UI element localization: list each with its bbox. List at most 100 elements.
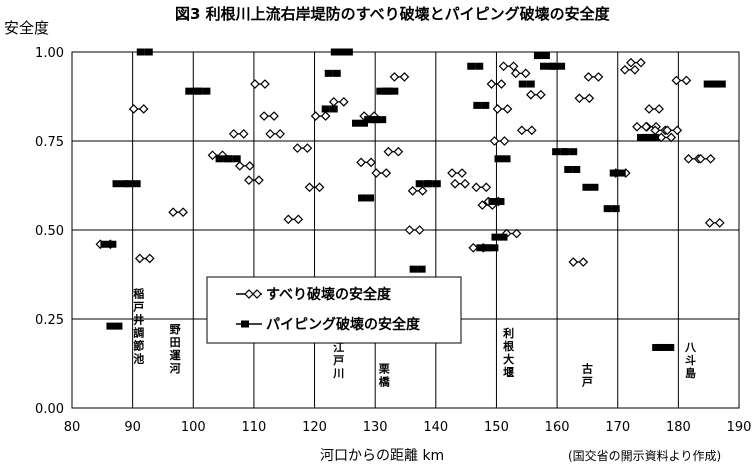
diamond-marker <box>393 146 404 157</box>
y-tick-label: 0.75 <box>35 135 64 150</box>
annotation-char: 栗 <box>379 362 390 375</box>
data-point <box>568 257 589 267</box>
data-point <box>424 180 441 188</box>
square-marker <box>136 48 145 56</box>
data-point <box>626 57 646 68</box>
data-point <box>382 87 399 95</box>
x-tick-label: 180 <box>666 420 691 435</box>
x-tick-label: 170 <box>605 420 630 435</box>
square-marker <box>564 165 573 173</box>
legend-item: パイピング破壊の安全度 <box>236 316 421 333</box>
annotation-char: 橋 <box>379 374 391 388</box>
diamond-marker <box>381 168 392 178</box>
diamond-marker <box>293 214 304 225</box>
location-annotation: 江戸川 <box>332 340 344 380</box>
source-note: (国交省の開示資料より作成) <box>568 448 721 463</box>
diamond-marker <box>630 64 640 75</box>
square-marker <box>364 116 373 124</box>
diamond-marker <box>574 93 585 104</box>
data-point <box>228 129 249 139</box>
diamond-marker <box>502 104 513 114</box>
square-marker <box>390 87 399 95</box>
y-tick-label: 0.25 <box>35 313 64 328</box>
square-marker <box>651 133 660 141</box>
diamond-marker <box>477 200 488 210</box>
square-marker <box>488 198 497 206</box>
square-marker <box>329 105 338 113</box>
square-marker <box>120 180 129 188</box>
square-marker <box>552 148 561 156</box>
diamond-marker <box>244 161 255 171</box>
data-point <box>168 207 188 218</box>
diamond-marker <box>356 157 366 168</box>
data-point <box>389 72 410 82</box>
diamond-marker <box>414 225 425 235</box>
y-tick-label: 1.00 <box>35 46 64 61</box>
diamond-marker <box>283 214 294 225</box>
diamond-marker <box>498 61 509 72</box>
square-marker <box>569 148 578 156</box>
data-point <box>498 61 519 72</box>
data-point <box>518 80 535 88</box>
diamond-marker <box>450 178 460 189</box>
data-point <box>516 125 537 136</box>
diamond-marker <box>269 111 279 121</box>
data-point <box>620 64 640 75</box>
square-marker <box>518 80 527 88</box>
square-marker <box>417 265 426 273</box>
square-marker <box>185 87 194 95</box>
square-marker <box>703 80 712 88</box>
data-point <box>709 80 726 88</box>
diamond-marker <box>508 61 519 72</box>
data-point <box>561 148 578 156</box>
square-marker <box>526 80 535 88</box>
square-marker <box>617 169 626 177</box>
diamond-marker <box>636 57 646 68</box>
data-point <box>128 104 149 114</box>
diamond-marker <box>366 157 376 168</box>
diamond-marker <box>134 253 145 264</box>
data-point <box>526 89 546 100</box>
diamond-marker <box>207 150 218 161</box>
data-point <box>492 104 513 114</box>
square-marker <box>561 148 570 156</box>
x-tick-label: 100 <box>181 420 206 435</box>
data-point <box>510 68 531 79</box>
diamond-marker <box>302 143 313 153</box>
square-marker <box>370 116 379 124</box>
diamond-marker <box>516 125 527 136</box>
data-point <box>609 169 626 177</box>
gridlines <box>72 52 739 408</box>
diamond-marker <box>695 153 706 164</box>
diamond-marker <box>486 79 497 89</box>
data-point <box>292 143 313 153</box>
diamond-marker <box>260 79 270 89</box>
annotation-char: 大 <box>503 352 514 366</box>
square-marker <box>332 69 341 77</box>
diamond-marker <box>510 68 521 79</box>
diamond-marker <box>389 72 400 82</box>
annotation-char: 戸 <box>582 375 593 388</box>
square-marker <box>481 101 490 109</box>
data-point <box>407 185 428 196</box>
square-marker <box>378 116 387 124</box>
x-tick-label: 160 <box>545 420 570 435</box>
x-axis-label: 河口からの距離 km <box>320 447 444 464</box>
square-marker <box>590 183 599 191</box>
diamond-marker <box>526 89 536 100</box>
diamond-marker <box>407 185 418 196</box>
square-marker <box>557 62 566 70</box>
square-marker <box>330 48 339 56</box>
data-point <box>486 79 507 89</box>
diamond-marker <box>583 72 594 82</box>
diamond-marker <box>252 289 262 299</box>
x-tick-label: 90 <box>124 420 141 435</box>
diamond-marker <box>138 104 149 114</box>
y-tick-labels: 0.00 0.25 0.50 0.75 1.00 <box>35 46 64 417</box>
data-point <box>603 205 620 213</box>
diamond-marker <box>671 75 682 86</box>
diamond-marker <box>447 168 457 178</box>
data-point <box>644 104 664 114</box>
diamond-marker <box>644 104 654 114</box>
